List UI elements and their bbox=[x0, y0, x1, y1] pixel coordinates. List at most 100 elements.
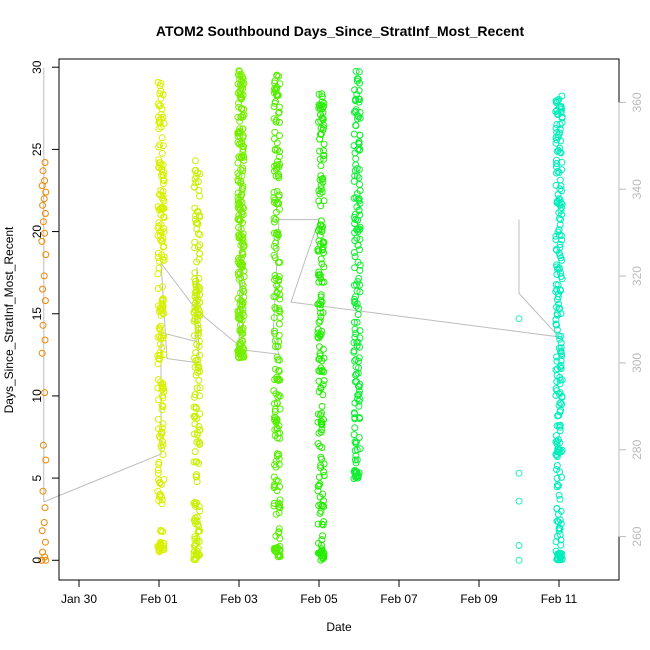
data-point bbox=[276, 148, 283, 156]
data-point bbox=[154, 285, 162, 292]
data-point bbox=[196, 291, 204, 299]
data-point bbox=[239, 251, 247, 258]
data-point bbox=[351, 264, 359, 272]
data-point bbox=[355, 390, 363, 398]
data-point bbox=[237, 193, 245, 201]
data-point bbox=[352, 459, 360, 467]
data-point bbox=[555, 300, 563, 308]
data-point bbox=[193, 458, 201, 466]
data-point bbox=[191, 157, 199, 165]
data-point bbox=[553, 505, 561, 512]
data-point bbox=[356, 261, 364, 269]
data-point bbox=[195, 459, 203, 467]
data-point bbox=[316, 135, 324, 143]
data-point bbox=[272, 419, 280, 427]
data-point bbox=[194, 329, 202, 337]
data-point bbox=[356, 235, 364, 243]
data-point bbox=[515, 469, 523, 477]
data-point bbox=[159, 283, 166, 291]
data-point bbox=[319, 391, 327, 399]
data-point bbox=[354, 311, 362, 318]
data-point bbox=[191, 420, 199, 428]
data-point bbox=[194, 528, 202, 536]
data-point bbox=[156, 326, 164, 334]
data-point bbox=[41, 210, 49, 217]
data-point bbox=[556, 446, 564, 454]
data-point bbox=[315, 90, 323, 98]
data-point bbox=[195, 376, 203, 384]
data-point bbox=[316, 442, 324, 450]
data-point bbox=[356, 146, 364, 153]
data-point bbox=[273, 234, 281, 242]
data-point bbox=[238, 336, 246, 344]
data-point bbox=[556, 399, 564, 407]
data-point bbox=[315, 539, 322, 547]
data-point bbox=[316, 240, 324, 248]
data-point bbox=[238, 94, 246, 102]
data-point bbox=[192, 357, 200, 365]
data-point bbox=[273, 139, 281, 147]
data-point bbox=[156, 141, 164, 149]
data-point bbox=[157, 94, 165, 102]
x-tick-label: Feb 11 bbox=[541, 592, 578, 606]
data-point bbox=[556, 421, 564, 429]
data-point bbox=[352, 121, 360, 129]
data-point bbox=[160, 177, 168, 185]
data-point bbox=[558, 200, 566, 208]
data-point bbox=[275, 277, 283, 285]
data-point bbox=[356, 415, 364, 422]
data-point bbox=[154, 469, 162, 477]
data-point bbox=[317, 172, 325, 180]
x-tick-label: Jan 30 bbox=[61, 592, 97, 606]
x-tick-label: Feb 09 bbox=[460, 592, 498, 606]
data-point bbox=[317, 291, 325, 299]
data-point bbox=[271, 304, 279, 311]
data-point bbox=[160, 539, 168, 547]
data-point bbox=[320, 460, 328, 468]
data-point bbox=[155, 354, 162, 362]
data-point bbox=[315, 355, 323, 363]
data-point bbox=[274, 228, 282, 236]
data-point bbox=[317, 453, 325, 461]
data-point bbox=[155, 396, 162, 404]
data-point bbox=[275, 305, 283, 313]
data-point bbox=[194, 324, 202, 332]
data-point bbox=[158, 424, 166, 432]
data-point bbox=[353, 190, 361, 198]
data-point bbox=[155, 219, 163, 227]
data-point bbox=[275, 108, 283, 116]
data-point bbox=[276, 504, 284, 512]
data-point bbox=[271, 544, 279, 552]
data-point bbox=[237, 82, 245, 90]
data-point bbox=[314, 482, 322, 490]
data-point bbox=[557, 536, 565, 544]
data-point bbox=[554, 281, 562, 289]
data-point bbox=[552, 366, 560, 374]
data-point bbox=[275, 375, 283, 383]
data-point bbox=[234, 200, 242, 208]
data-point bbox=[356, 246, 363, 254]
data-point bbox=[350, 318, 358, 326]
data-point bbox=[350, 281, 358, 289]
data-point bbox=[155, 159, 163, 167]
data-point bbox=[270, 115, 278, 123]
data-point bbox=[158, 406, 166, 414]
data-point bbox=[196, 250, 204, 257]
data-point bbox=[271, 327, 278, 335]
data-point bbox=[314, 418, 322, 426]
data-point bbox=[159, 380, 167, 388]
data-point bbox=[557, 344, 565, 352]
data-point bbox=[42, 251, 50, 259]
data-point bbox=[351, 357, 359, 365]
data-point bbox=[553, 121, 561, 128]
data-point bbox=[320, 472, 328, 479]
data-point bbox=[276, 295, 284, 303]
data-point bbox=[158, 437, 166, 445]
data-point bbox=[196, 384, 204, 392]
data-point bbox=[276, 308, 284, 316]
data-point bbox=[316, 509, 324, 517]
data-point bbox=[319, 381, 327, 389]
data-point bbox=[356, 225, 364, 233]
data-point bbox=[555, 412, 563, 420]
data-point bbox=[354, 474, 362, 482]
